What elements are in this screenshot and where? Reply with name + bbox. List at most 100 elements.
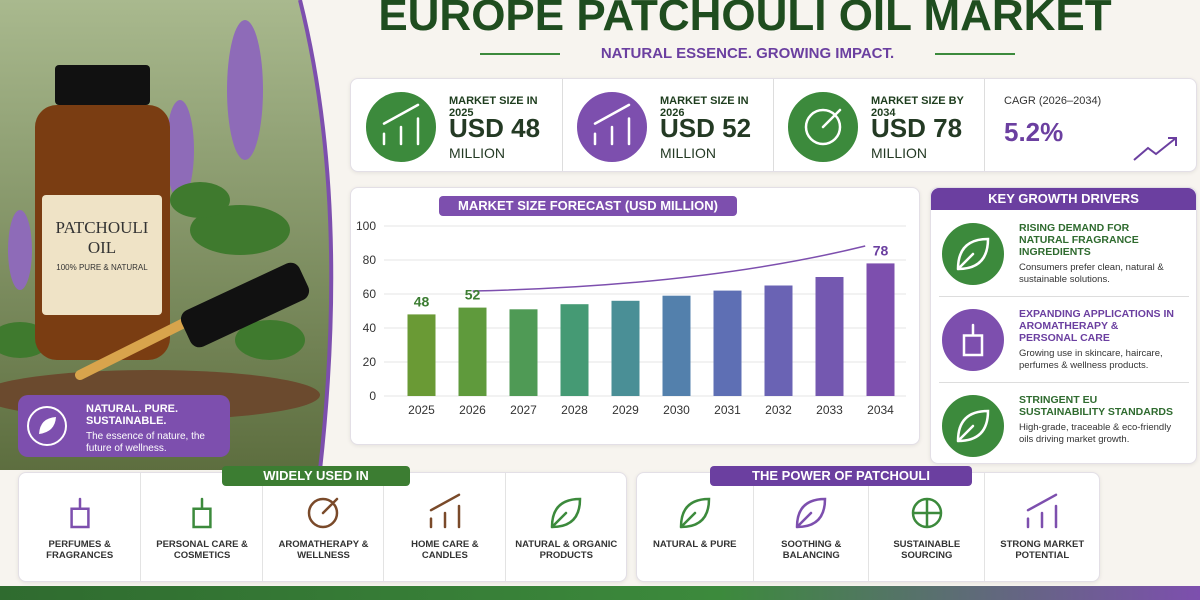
stat-card: CAGR (2026–2034) 5.2%	[984, 79, 1195, 171]
badge-text: The essence of nature, the future of wel…	[86, 431, 205, 454]
chart-panel: MARKET SIZE FORECAST (USD MILLION) 0 20 40…	[350, 187, 920, 445]
chart-title: MARKET SIZE FORECAST (USD MILLION)	[439, 196, 737, 216]
value-label: 52	[465, 287, 481, 303]
stat-card: MARKET SIZE IN 2025 USD 48 MILLION	[351, 79, 563, 171]
item-label: NATURAL & ORGANIC PRODUCTS	[515, 539, 618, 561]
stat-card: MARKET SIZE IN 2026 USD 52 MILLION	[562, 79, 774, 171]
bar	[611, 300, 640, 396]
stat-label: MARKET SIZE IN 2026	[660, 95, 749, 119]
x-tick-label: 2026	[459, 403, 486, 417]
item: NATURAL & ORGANIC PRODUCTS	[504, 473, 627, 581]
icon-glyph	[804, 108, 842, 146]
icon-glyph	[911, 497, 943, 529]
item-icon	[679, 497, 711, 529]
item-icon	[796, 497, 827, 529]
driver-title: RISING DEMAND FOR NATURAL FRAGRANCE INGR…	[1019, 222, 1139, 258]
icon-glyph	[962, 323, 984, 357]
hero-image	[0, 0, 334, 470]
trend-line	[472, 245, 866, 292]
stat-icon	[366, 92, 436, 162]
stat-unit: MILLION	[449, 145, 506, 161]
stat-unit: MILLION	[660, 145, 717, 161]
uses-title: WIDELY USED IN	[222, 466, 410, 486]
item-icon	[911, 497, 943, 529]
bar	[713, 290, 742, 396]
bar	[560, 304, 589, 396]
icon-glyph	[551, 497, 582, 529]
icon-glyph	[192, 497, 212, 529]
stats-panel: MARKET SIZE IN 2025 USD 48 MILLION MARKET S…	[350, 78, 1197, 172]
item: PERFUMES & FRAGRANCES	[19, 473, 140, 581]
icon-glyph	[429, 493, 461, 529]
y-tick-label: 100	[356, 219, 376, 233]
icon-glyph	[1027, 493, 1058, 529]
icon-glyph	[70, 497, 90, 529]
bottle-label: PATCHOULI OIL	[55, 218, 149, 257]
rule	[935, 53, 1015, 55]
item-icon	[1027, 493, 1058, 529]
driver-icon	[942, 395, 1004, 457]
badge: NATURAL. PURE. SUSTAINABLE. The essence …	[18, 395, 230, 457]
driver-text: Consumers prefer clean, natural & sustai…	[1019, 262, 1164, 285]
stat-unit: MILLION	[871, 145, 928, 161]
item-label: SOOTHING & BALANCING	[781, 539, 842, 561]
bar	[458, 307, 487, 396]
icon-glyph	[956, 237, 990, 271]
x-tick-label: 2027	[510, 403, 537, 417]
stat-value: 5.2%	[1004, 117, 1064, 147]
badge-title: NATURAL. PURE. SUSTAINABLE.	[86, 403, 179, 427]
drivers-title: KEY GROWTH DRIVERS	[931, 188, 1196, 210]
stat-label: MARKET SIZE BY 2034	[871, 95, 964, 119]
title: EUROPE PATCHOULI OIL MARKET	[378, 0, 1112, 40]
icon-glyph	[382, 103, 420, 146]
item-label: PERFUMES & FRAGRANCES	[46, 539, 114, 561]
item: SOOTHING & BALANCING	[752, 473, 870, 581]
item: PERSONAL CARE & COSMETICS	[140, 473, 262, 581]
item-label: AROMATHERAPY & WELLNESS	[278, 539, 369, 561]
x-tick-label: 2028	[561, 403, 588, 417]
stat-card: MARKET SIZE BY 2034 USD 78 MILLION	[773, 79, 985, 171]
item: STRONG MARKET POTENTIAL	[983, 473, 1101, 581]
bar	[866, 263, 895, 396]
value-label: 78	[873, 242, 889, 258]
subtitle: NATURAL ESSENCE. GROWING IMPACT.	[600, 45, 895, 62]
value-label: 48	[414, 293, 430, 309]
trend-arrow	[1133, 137, 1177, 161]
y-tick-label: 0	[369, 389, 376, 403]
stat-label: MARKET SIZE IN 2025	[449, 95, 538, 119]
icon-glyph	[679, 497, 711, 529]
item: NATURAL & PURE	[637, 473, 753, 581]
driver: EXPANDING APPLICATIONS IN AROMATHERAPY &…	[939, 302, 1189, 383]
arrow	[1133, 137, 1177, 161]
icon-glyph	[956, 409, 990, 443]
x-tick-label: 2029	[612, 403, 639, 417]
drivers-panel: KEY GROWTH DRIVERS RISING DEMAND FOR NAT…	[930, 187, 1197, 464]
driver-icon	[942, 309, 1004, 371]
item-label: NATURAL & PURE	[652, 539, 737, 550]
power-title: THE POWER OF PATCHOULI	[710, 466, 972, 486]
stat-icon	[577, 92, 647, 162]
bar	[815, 277, 844, 396]
x-tick-label: 2033	[816, 403, 843, 417]
y-tick-label: 40	[363, 321, 377, 335]
item-label: STRONG MARKET POTENTIAL	[1000, 539, 1085, 561]
power-panel: NATURAL & PURE SOOTHING & BALANCING SUSTAI…	[636, 472, 1100, 582]
item-icon	[192, 497, 212, 529]
x-tick-label: 2025	[408, 403, 435, 417]
bar	[764, 285, 793, 396]
driver-title: STRINGENT EU SUSTAINABILITY STANDARDS	[1019, 394, 1174, 418]
footer-band	[0, 586, 1200, 600]
y-tick-label: 20	[363, 355, 377, 369]
x-tick-label: 2031	[714, 403, 741, 417]
bar	[662, 295, 691, 396]
item-label: PERSONAL CARE & COSMETICS	[156, 539, 248, 561]
icon-glyph	[796, 497, 827, 529]
item: HOME CARE & CANDLES	[383, 473, 505, 581]
item: SUSTAINABLE SOURCING	[868, 473, 985, 581]
x-tick-label: 2034	[867, 403, 894, 417]
stat-value: USD 52	[660, 113, 752, 143]
icon-glyph	[593, 103, 631, 146]
stat-value: USD 48	[449, 113, 541, 143]
driver-icon	[942, 223, 1004, 285]
